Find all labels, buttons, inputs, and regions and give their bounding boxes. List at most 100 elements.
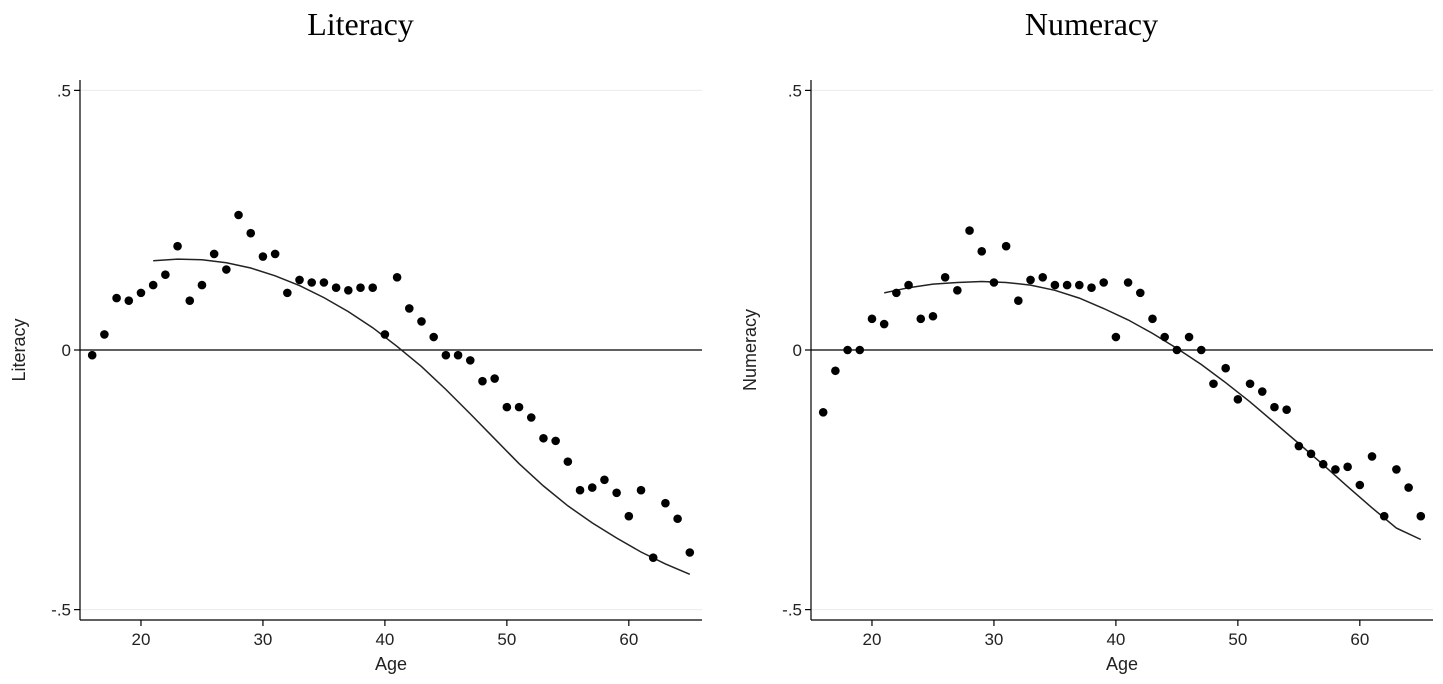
x-tick-label: 20: [132, 630, 151, 649]
data-point: [234, 210, 243, 220]
data-point: [1379, 511, 1389, 521]
data-point: [1331, 465, 1340, 474]
data-point: [380, 330, 390, 339]
data-point: [1196, 345, 1206, 355]
y-axis-label: Numeracy: [740, 309, 760, 391]
data-point: [563, 457, 573, 466]
data-point: [1135, 288, 1145, 298]
data-point: [258, 252, 268, 261]
y-tick-label: -.5: [782, 601, 802, 620]
numeracy-chart: -.5 0 .5 20 30 40 50 60 Age Numeracy: [740, 80, 1433, 674]
numeracy-panel: Numeracy -.5 0 .5 20 30 40 50 60 Age Numeracy: [731, 0, 1443, 684]
data-point: [209, 249, 219, 259]
data-point: [429, 332, 438, 342]
data-point: [1184, 332, 1194, 342]
data-point: [1209, 379, 1218, 389]
data-point: [904, 280, 913, 290]
data-point: [1367, 452, 1377, 461]
data-point: [673, 514, 682, 524]
data-point: [1026, 275, 1035, 285]
data-point: [1123, 278, 1133, 287]
data-point: [1270, 402, 1279, 412]
data-point: [1062, 280, 1072, 290]
data-point: [124, 296, 134, 305]
data-point: [441, 350, 451, 360]
data-point: [136, 288, 146, 298]
data-point: [319, 278, 329, 287]
x-tick-label: 20: [863, 630, 882, 649]
data-point: [1294, 441, 1304, 451]
data-point: [965, 226, 974, 235]
data-point: [867, 314, 877, 324]
data-point: [1318, 459, 1328, 469]
x-tick-label: 60: [1350, 630, 1369, 649]
data-point: [624, 511, 634, 521]
x-tick-label: 30: [253, 630, 272, 649]
x-axis-label: Age: [375, 654, 407, 674]
data-point: [283, 288, 292, 298]
data-point: [270, 249, 280, 259]
data-point: [87, 350, 97, 360]
data-point: [185, 296, 195, 305]
data-point: [953, 285, 962, 295]
data-point: [490, 374, 499, 383]
data-point: [1306, 449, 1316, 459]
data-point: [1148, 314, 1157, 324]
data-point: [1355, 480, 1365, 490]
data-point: [478, 376, 487, 386]
data-point: [612, 488, 621, 498]
data-point: [404, 304, 414, 313]
data-point: [526, 413, 536, 422]
data-point: [1087, 283, 1096, 292]
data-point: [1282, 405, 1291, 415]
data-point: [368, 283, 378, 292]
literacy-panel: Literacy -.5 0 .5 20 30 40 50 60 Age Literacy: [0, 0, 721, 684]
data-point: [331, 283, 341, 292]
data-point: [977, 247, 987, 256]
data-point: [928, 311, 938, 321]
data-point: [173, 241, 182, 251]
data-point: [307, 278, 317, 287]
data-point: [600, 475, 609, 485]
data-point: [940, 273, 950, 282]
x-tick-label: 50: [1228, 630, 1247, 649]
data-point: [295, 275, 304, 285]
data-point: [1257, 387, 1267, 396]
x-tick-label: 30: [984, 630, 1003, 649]
y-axis-label: Literacy: [9, 318, 29, 381]
data-point: [1075, 280, 1084, 290]
y-tick-label: .5: [788, 81, 802, 100]
data-point: [685, 548, 695, 557]
data-point: [551, 436, 560, 446]
literacy-chart: -.5 0 .5 20 30 40 50 60 Age Literacy: [9, 80, 702, 674]
data-point: [222, 265, 231, 274]
data-point: [831, 366, 840, 376]
data-point: [246, 228, 256, 238]
x-tick-label: 40: [1106, 630, 1125, 649]
chart-title: Literacy: [307, 6, 414, 42]
data-point: [356, 283, 365, 292]
data-point: [879, 319, 889, 329]
x-axis-label: Age: [1106, 654, 1138, 674]
data-point: [855, 345, 865, 355]
data-point: [514, 402, 524, 412]
data-point: [1343, 462, 1352, 472]
data-point: [1050, 280, 1060, 290]
data-point: [453, 350, 463, 360]
chart-title: Numeracy: [1024, 6, 1159, 42]
data-point: [1404, 483, 1413, 492]
data-point: [892, 288, 901, 298]
data-point: [1111, 332, 1121, 342]
data-point: [539, 433, 548, 443]
y-tick-label: -.5: [51, 601, 71, 620]
data-point: [575, 485, 585, 495]
data-point: [344, 285, 353, 295]
data-point: [1038, 273, 1048, 282]
data-point: [1416, 511, 1426, 521]
data-point: [648, 553, 658, 562]
data-point: [818, 408, 828, 417]
data-point: [989, 278, 999, 287]
x-tick-label: 50: [497, 630, 516, 649]
data-point: [1014, 296, 1023, 305]
data-point: [392, 273, 402, 282]
